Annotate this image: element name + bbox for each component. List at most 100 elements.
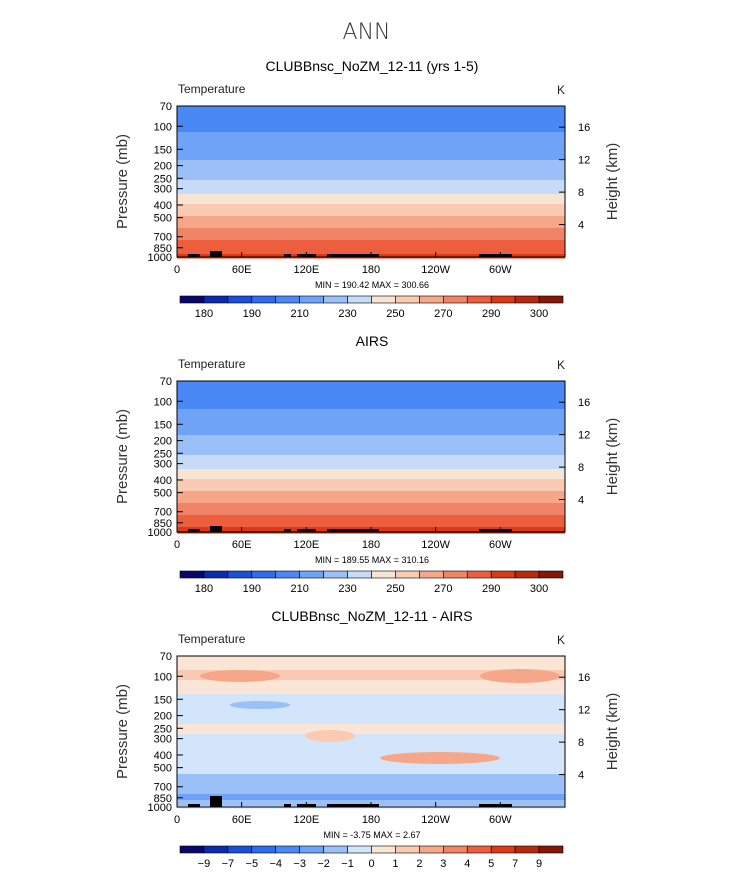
colorbar-segment: [466, 295, 492, 304]
height-tick-label: 16: [578, 122, 590, 134]
contour-band: [177, 244, 565, 247]
contour-band: [177, 437, 565, 440]
contour-band: [177, 148, 565, 151]
contour-band: [177, 405, 565, 408]
contour-band: [177, 144, 565, 147]
height-tick-label: 4: [578, 220, 584, 232]
topography-mask: [188, 804, 200, 807]
contour-band: [177, 242, 565, 245]
pressure-tick-label: 150: [154, 694, 172, 706]
anomaly-blob: [200, 670, 280, 682]
contour-band: [177, 176, 565, 179]
colorbar-segment: [490, 570, 516, 579]
contour-band: [177, 397, 565, 400]
contour-band: [177, 790, 565, 793]
colorbar-label: −9: [198, 858, 211, 870]
contour-band: [177, 184, 565, 187]
colorbar-label: 190: [243, 583, 261, 595]
contour-band: [177, 742, 565, 745]
contour-band: [177, 463, 565, 466]
colorbar-segment: [347, 845, 372, 854]
contour-band: [177, 768, 565, 771]
colorbar-segment: [514, 570, 540, 579]
y2-axis-label: Height (km): [604, 143, 621, 221]
contour-band: [177, 469, 565, 472]
y2-axis-label: Height (km): [604, 693, 621, 771]
contour-band: [177, 656, 565, 659]
pressure-tick-label: 150: [154, 144, 172, 156]
contour-band: [177, 248, 565, 251]
contour-band: [177, 114, 565, 117]
contour-band: [177, 391, 565, 394]
contour-band: [177, 246, 565, 249]
colorbar-label: 210: [291, 583, 309, 595]
contour-band: [177, 499, 565, 502]
contour-band: [177, 240, 565, 243]
colorbar-label: 270: [434, 583, 452, 595]
colorbar-segment: [419, 570, 444, 579]
topography-mask: [284, 254, 291, 257]
topography-mask: [210, 526, 222, 532]
contour-band: [177, 150, 565, 153]
contour-band: [177, 776, 565, 779]
contour-band: [177, 798, 565, 801]
contour-band: [177, 124, 565, 127]
contour-band: [177, 696, 565, 699]
contour-band: [177, 670, 565, 673]
units-label: K: [557, 358, 565, 372]
panel-title: CLUBBnsc_NoZM_12-11 (yrs 1-5): [266, 58, 479, 74]
contour-band: [177, 503, 565, 506]
contour-band: [177, 431, 565, 434]
pressure-tick-label: 850: [154, 518, 172, 530]
colorbar-label: 300: [530, 583, 548, 595]
colorbar-segment: [179, 845, 205, 854]
contour-band: [177, 716, 565, 719]
colorbar-segment: [323, 570, 348, 579]
contour-band: [177, 732, 565, 735]
topography-mask: [284, 804, 291, 807]
contour-band: [177, 513, 565, 516]
contour-band: [177, 704, 565, 707]
colorbar-label: −7: [222, 858, 235, 870]
page-title: ANN: [342, 20, 391, 45]
contour-band: [177, 206, 565, 209]
contour-band: [177, 234, 565, 237]
contour-band: [177, 764, 565, 767]
colorbar-segment: [538, 845, 564, 854]
contour-band: [177, 457, 565, 460]
contour-band: [177, 202, 565, 205]
contour-band: [177, 760, 565, 763]
contour-band: [177, 417, 565, 420]
colorbar-segment: [251, 295, 277, 304]
contour-band: [177, 794, 565, 797]
pressure-tick-label: 200: [154, 711, 172, 723]
longitude-tick-label: 60W: [489, 264, 512, 276]
contour-band: [177, 182, 565, 185]
contour-band: [177, 778, 565, 781]
height-tick-label: 4: [578, 770, 584, 782]
colorbar-label: 9: [536, 858, 542, 870]
longitude-tick-label: 180: [362, 814, 380, 826]
colorbar-segment: [179, 570, 205, 579]
colorbar-label: 230: [338, 308, 356, 320]
height-tick-label: 12: [578, 705, 590, 717]
contour-band: [177, 712, 565, 715]
colorbar-segment: [538, 570, 564, 579]
contour-band: [177, 250, 565, 253]
contour-band: [177, 730, 565, 733]
contour-band: [177, 702, 565, 705]
contour-band: [177, 714, 565, 717]
height-tick-label: 12: [578, 430, 590, 442]
contour-band: [177, 748, 565, 751]
contour-band: [177, 421, 565, 424]
contour-band: [177, 142, 565, 145]
contour-band: [177, 772, 565, 775]
contour-band: [177, 110, 565, 113]
colorbar-segment: [371, 570, 396, 579]
contour-band: [177, 112, 565, 115]
contour-band: [177, 172, 565, 175]
colorbar-label: −2: [317, 858, 330, 870]
contour-band: [177, 782, 565, 785]
contour-band: [177, 387, 565, 390]
contour-band: [177, 140, 565, 143]
